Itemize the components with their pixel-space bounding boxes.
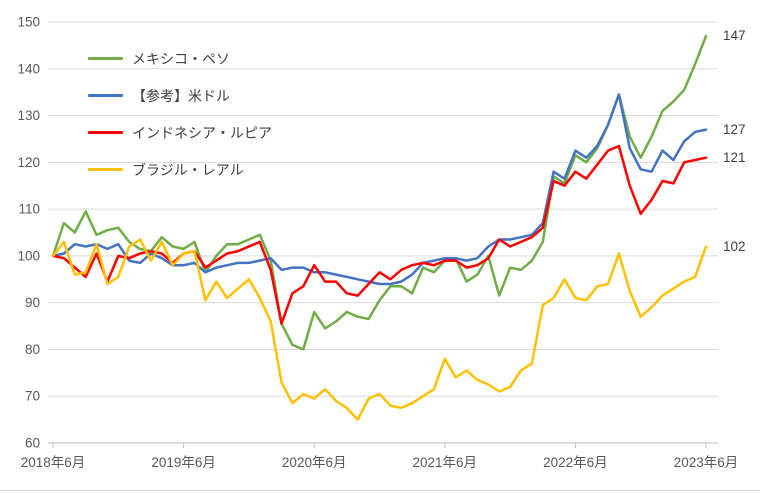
x-tick-label: 2018年6月 (21, 455, 86, 470)
chart-legend: メキシコ・ペソ 【参考】米ドルインドネシア・ルピア ブラジル・レアル (88, 40, 272, 188)
legend-label: 【参考】米ドル (132, 87, 230, 104)
y-tick-label-70: 70 (25, 389, 40, 404)
x-tick-label: 2019年6月 (151, 455, 216, 470)
series-line-0 (51, 34, 708, 351)
series-lines (51, 34, 708, 421)
legend-item-0: メキシコ・ペソ (88, 40, 272, 77)
legend-label: メキシコ・ペソ (132, 50, 230, 67)
y-tick-label-130: 130 (17, 108, 40, 123)
series-line-1 (51, 93, 708, 286)
series-line-3 (51, 238, 708, 421)
y-tick-label-140: 140 (17, 61, 40, 76)
y-tick-label-60: 60 (25, 436, 40, 451)
legend-swatch-icon (88, 93, 123, 98)
x-tick-label: 2021年6月 (413, 455, 478, 470)
x-tick-label: 2023年6月 (674, 455, 739, 470)
y-axis-tick-labels: 60 70 80 90 100 110 120 130 140 150 (17, 15, 40, 451)
legend-label: ブラジル・レアル (132, 161, 244, 178)
y-tick-label-100: 100 (17, 248, 40, 263)
legend-swatch-icon (88, 56, 123, 61)
end-value-label-2: 121 (723, 149, 746, 165)
y-tick-label-90: 90 (25, 295, 40, 310)
legend-item-1: 【参考】米ドル (88, 77, 272, 114)
y-tick-label-110: 110 (18, 202, 40, 217)
x-axis-tick-labels: 2018年6月 2019年6月 2020年6月 2021年6月 2022年6月 2023年… (21, 455, 739, 470)
y-tick-label-80: 80 (25, 342, 40, 357)
x-tick-label: 2022年6月 (543, 455, 608, 470)
end-value-label-0: 147 (723, 28, 746, 44)
y-tick-label-150: 150 (17, 15, 40, 30)
legend-item-3: ブラジル・レアル (88, 151, 272, 188)
x-tick-label: 2020年6月 (282, 455, 347, 470)
end-value-label-1: 127 (723, 121, 746, 137)
end-value-label-3: 102 (723, 238, 746, 254)
chart-bottom-border (0, 490, 760, 491)
legend-swatch-icon (88, 167, 123, 172)
gridlines (48, 21, 718, 444)
x-axis (48, 442, 718, 448)
series-line-2 (51, 144, 708, 325)
legend-label: インドネシア・ルピア (132, 124, 272, 141)
legend-swatch-icon (88, 130, 123, 135)
y-tick-label-120: 120 (17, 155, 40, 170)
legend-item-2: インドネシア・ルピア (88, 114, 272, 151)
